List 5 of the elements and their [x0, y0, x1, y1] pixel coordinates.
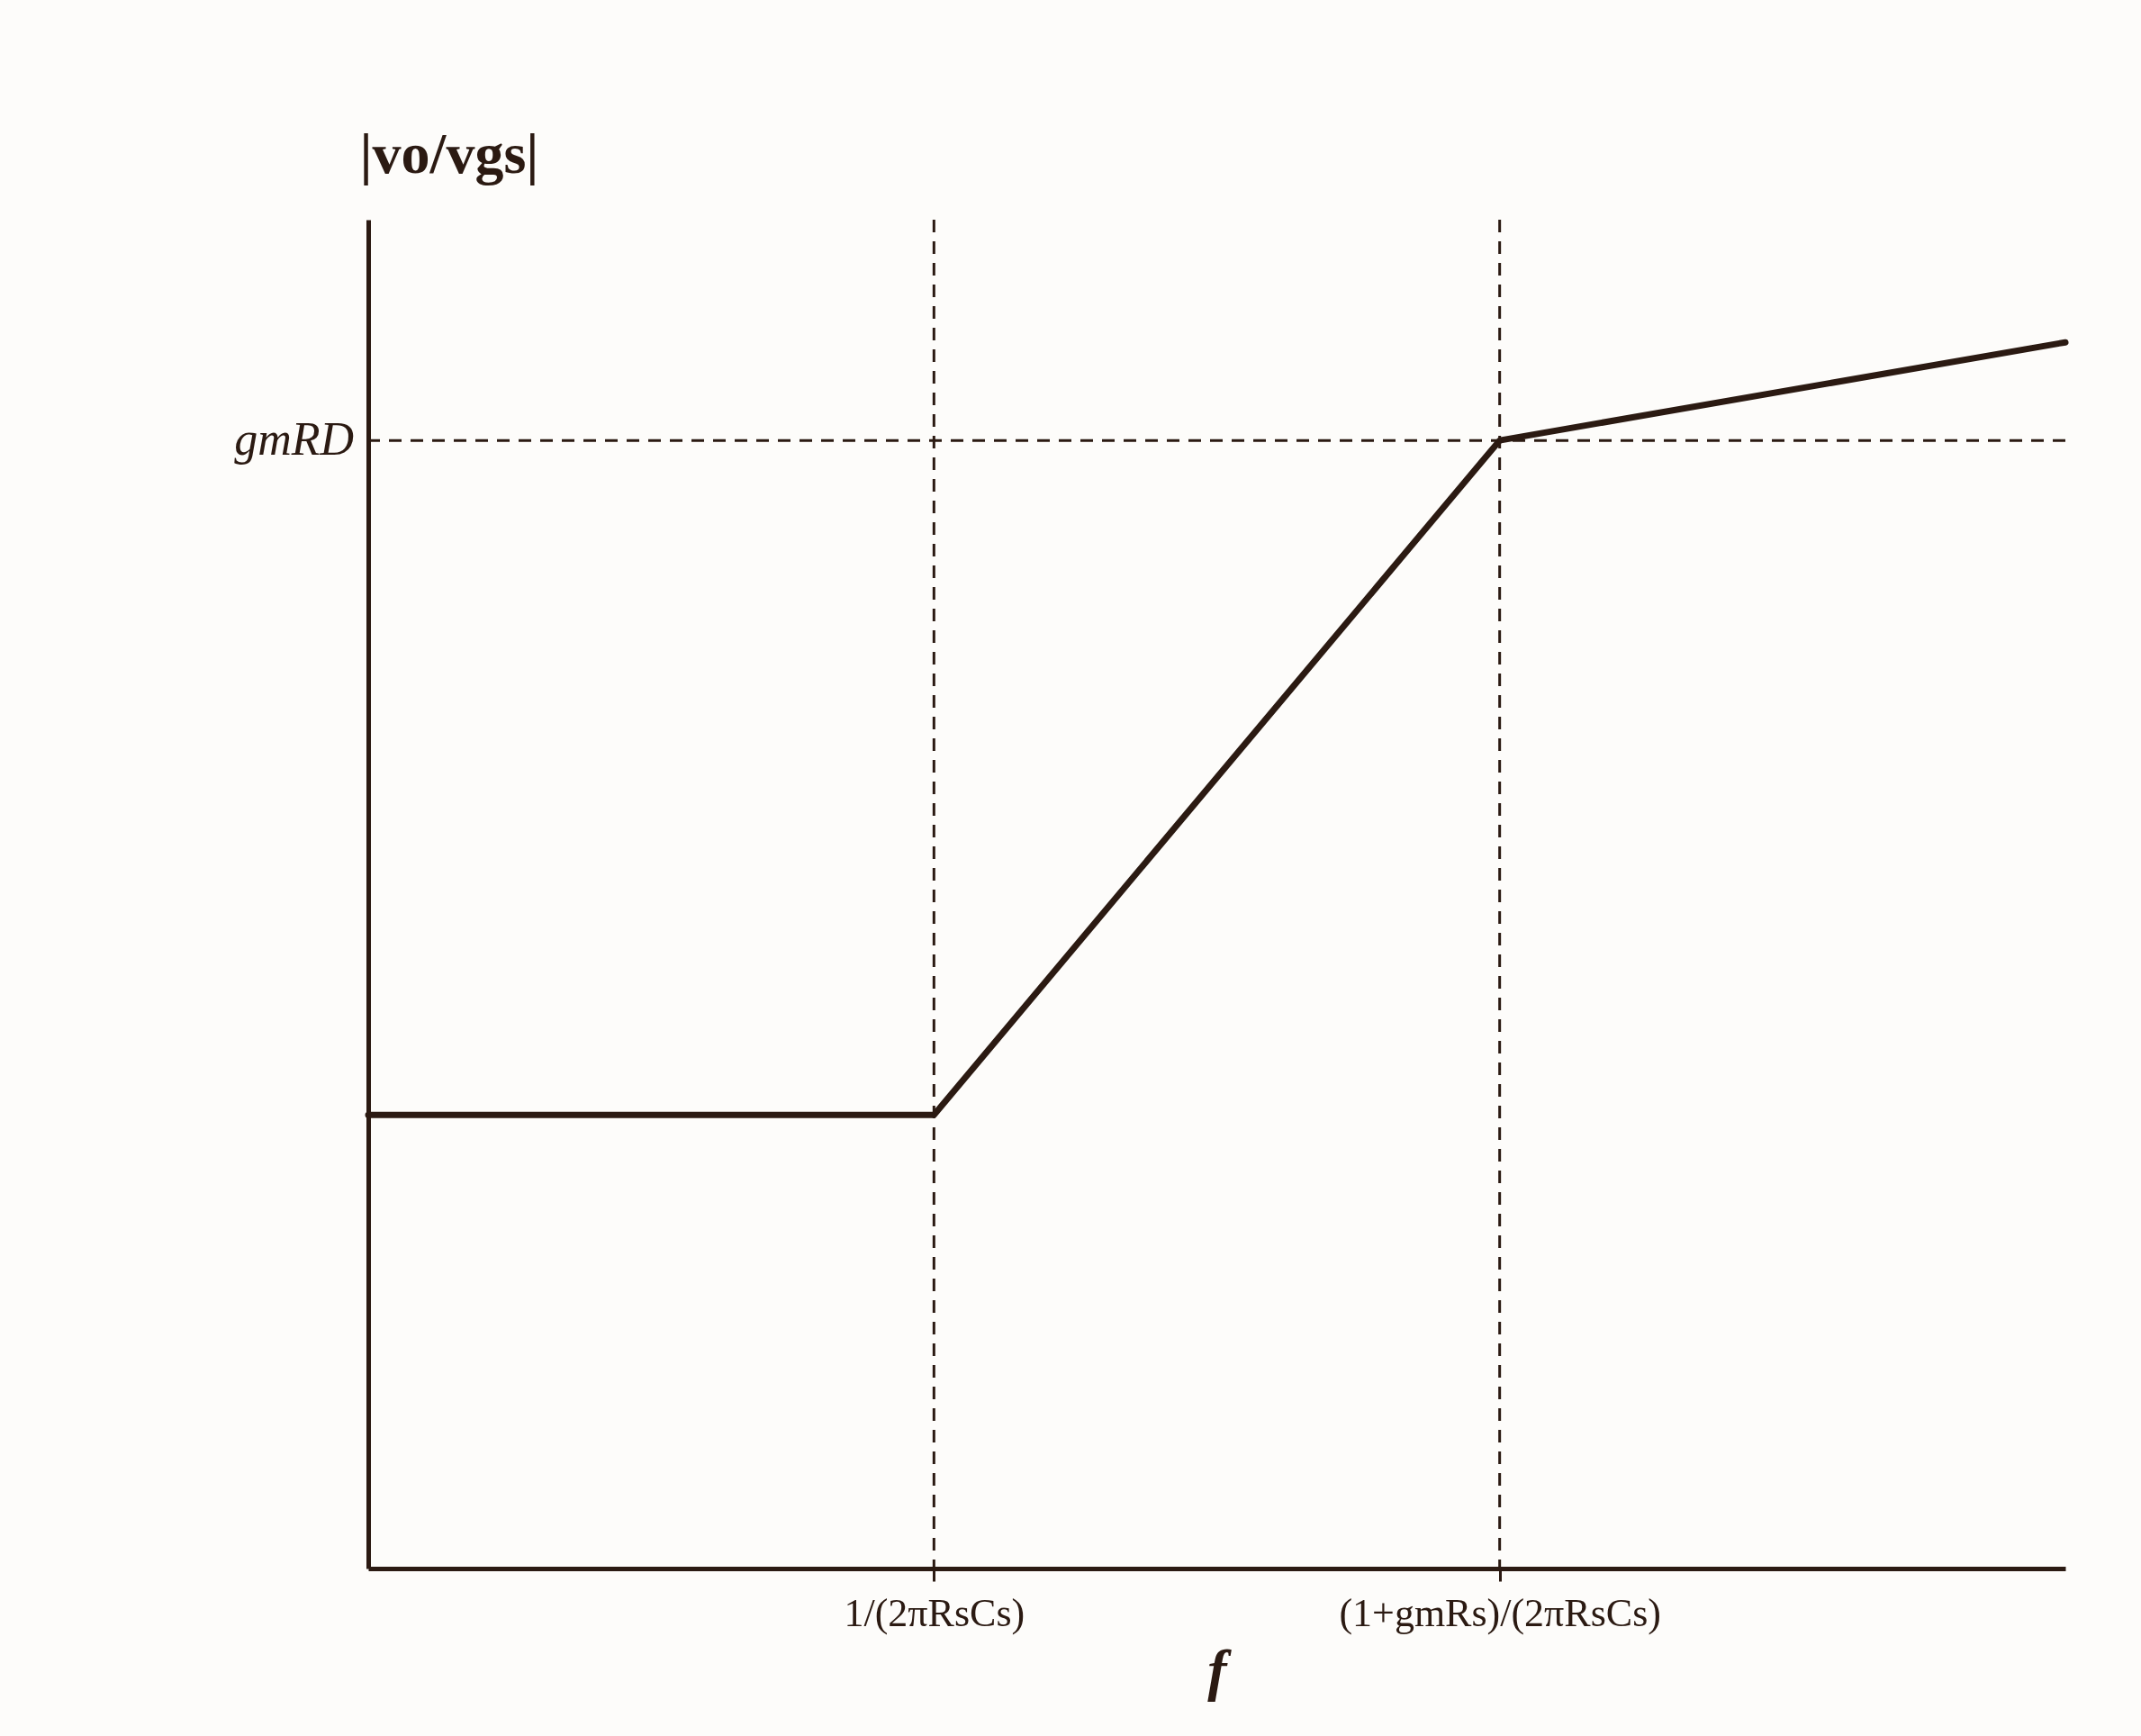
ref-line-label: gmRD	[234, 413, 354, 466]
x-tick-label: (1+gmRs)/(2πRsCs)	[1339, 1590, 1661, 1635]
y-axis-title: |vo/vgs|	[359, 121, 539, 185]
x-tick-label: 1/(2πRsCs)	[844, 1590, 1025, 1635]
x-axis-title: f	[1207, 1637, 1233, 1702]
